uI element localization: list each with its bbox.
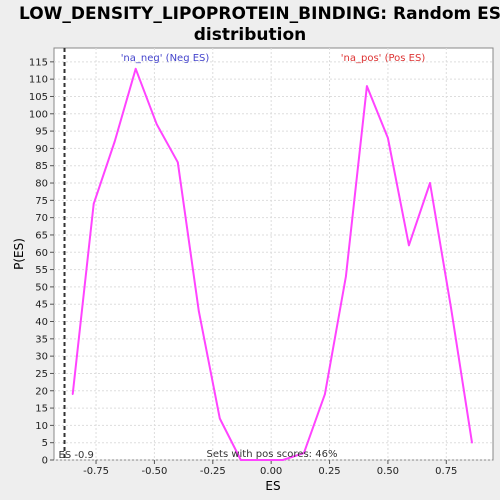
y-tick-label: 40 [35,317,48,328]
y-axis-label: P(ES) [12,238,26,270]
data-point [345,276,347,278]
y-tick-label: 105 [29,92,48,103]
data-point [72,393,74,395]
data-point [114,141,116,143]
y-tick-label: 10 [35,421,48,432]
y-tick-label: 50 [35,282,48,293]
data-point [156,123,158,125]
x-axis-label: ES [265,479,280,493]
y-tick-label: 75 [35,196,48,207]
data-point [450,307,452,309]
x-tick-label: -0.75 [83,466,109,477]
y-tick-label: 90 [35,144,48,155]
data-point [135,68,137,70]
y-tick-label: 60 [35,248,48,259]
y-tick-label: 95 [35,127,48,138]
y-axis: 0 5 10 15 20 25 30 35 40 45 50 55 60 65 70 75 80 85 90 95 10… [29,57,54,466]
x-tick-label: -0.50 [141,466,167,477]
y-tick-label: 30 [35,352,48,363]
data-point [93,203,95,205]
x-tick-label: 0.25 [318,466,340,477]
data-point [408,245,410,247]
y-tick-label: 110 [29,75,48,86]
y-tick-label: 25 [35,369,48,380]
x-tick-label: -0.25 [200,466,226,477]
data-point [366,85,368,87]
chart-title-line1: LOW_DENSITY_LIPOPROTEIN_BINDING: Random … [19,4,500,24]
y-tick-label: 5 [42,438,48,449]
y-tick-label: 85 [35,161,48,172]
data-point [471,442,473,444]
data-point [324,393,326,395]
y-tick-label: 35 [35,334,48,345]
annotation-pos: 'na_pos' (Pos ES) [341,53,426,64]
observed-es-label: ES -0.9 [59,450,94,461]
x-axis: -0.75 -0.50 -0.25 0.00 0.25 0.50 0.75 [83,460,457,477]
chart-title-line2: distribution [194,25,306,45]
y-tick-label: 115 [29,57,48,68]
y-tick-label: 65 [35,230,48,241]
data-point [429,182,431,184]
data-point [198,310,200,312]
data-point [387,137,389,139]
y-tick-label: 70 [35,213,48,224]
x-tick-label: 0.00 [260,466,282,477]
y-tick-label: 0 [42,456,48,467]
x-tick-label: 0.50 [377,466,399,477]
y-tick-label: 100 [29,109,48,120]
annotation-footer: Sets with pos scores: 46% [207,449,338,460]
data-point [219,418,221,420]
y-tick-label: 20 [35,386,48,397]
annotation-neg: 'na_neg' (Neg ES) [121,53,210,64]
y-tick-label: 45 [35,300,48,311]
data-point [177,161,179,163]
y-tick-label: 15 [35,404,48,415]
x-tick-label: 0.75 [435,466,457,477]
y-tick-label: 55 [35,265,48,276]
y-tick-label: 80 [35,179,48,190]
plot-area [54,48,493,460]
